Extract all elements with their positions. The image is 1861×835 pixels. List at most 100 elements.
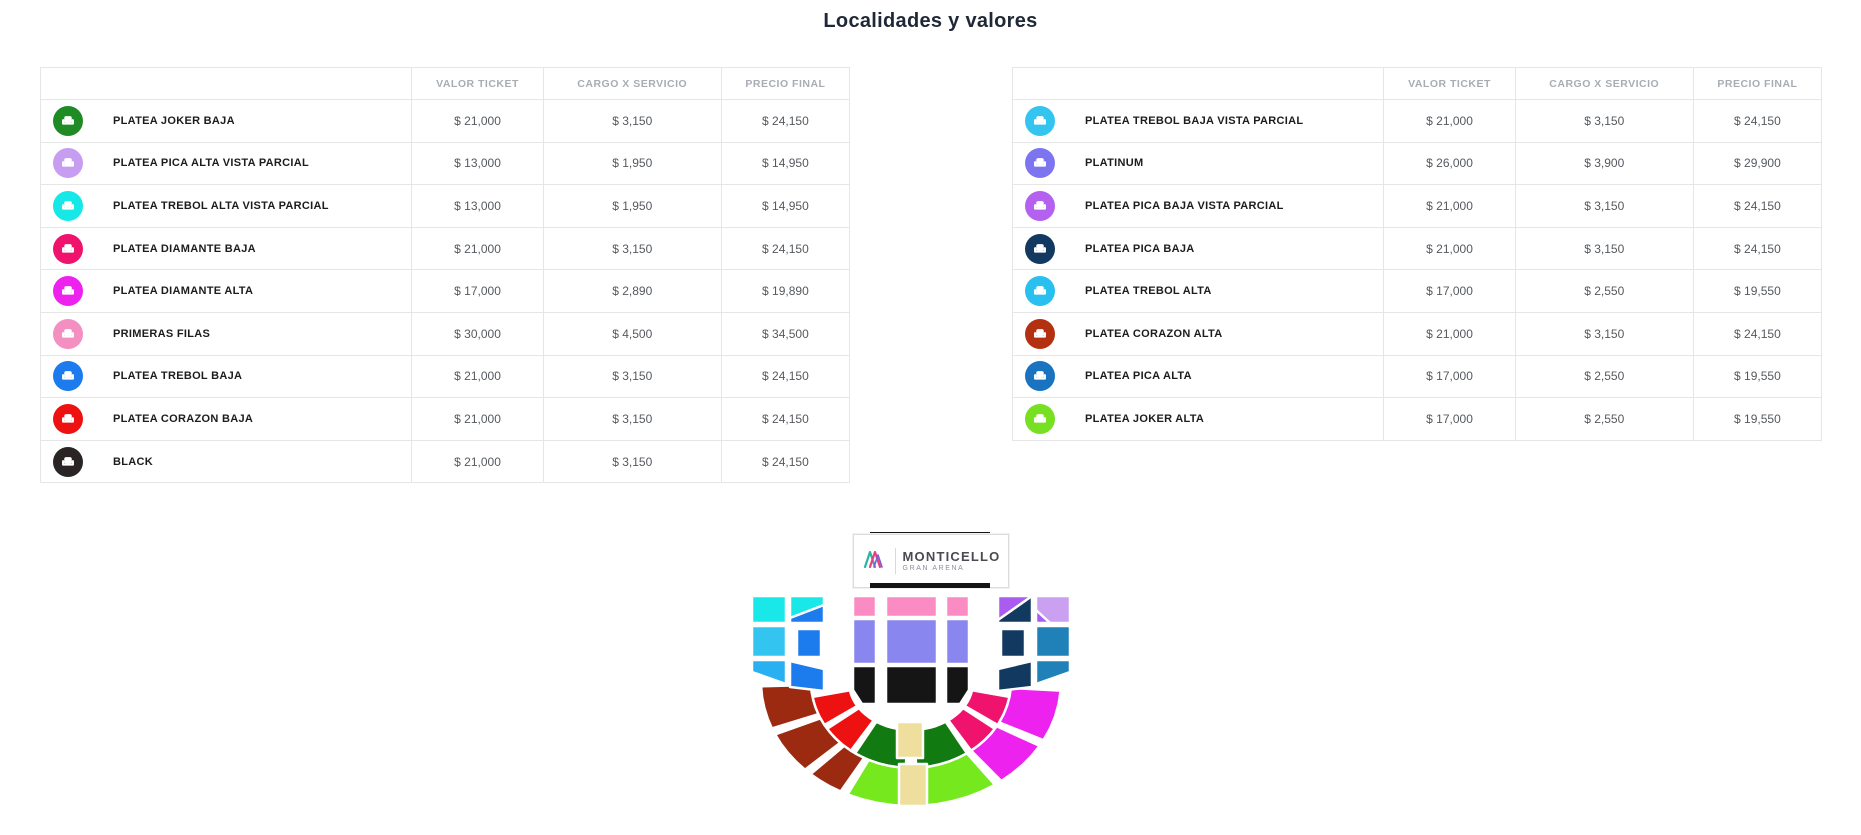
category-label: PLATEA TREBOL BAJA: [113, 370, 243, 383]
map-section-pica_alta: [1034, 624, 1072, 659]
category-cell: PLATEA PICA ALTA VISTA PARCIAL: [41, 142, 413, 185]
price-cell: $ 21,000: [412, 440, 544, 483]
price-cell: $ 1,950: [544, 185, 722, 227]
price-cell: $ 17,000: [1384, 355, 1516, 398]
price-cell: $ 21,000: [1384, 312, 1516, 355]
venue-logo-box: MONTICELLO GRAN ARENA: [853, 534, 1009, 588]
price-cell: $ 3,150: [1516, 227, 1694, 270]
price-value: $ 21,000: [454, 411, 501, 426]
price-cell: $ 17,000: [412, 270, 544, 312]
price-value: $ 17,000: [454, 284, 501, 299]
category-cell: PLATEA PICA BAJA VISTA PARCIAL: [1013, 185, 1385, 227]
price-cell: $ 21,000: [1384, 227, 1516, 270]
column-header-label: PRECIO FINAL: [1717, 77, 1798, 90]
column-header-label: CARGO X SERVICIO: [1549, 77, 1660, 90]
category-label: PLATEA TREBOL ALTA: [1085, 285, 1212, 298]
seat-icon: [53, 446, 83, 477]
price-cell: $ 24,150: [1694, 100, 1821, 142]
price-cell: $ 3,150: [544, 227, 722, 270]
price-cell: $ 4,500: [544, 312, 722, 355]
price-cell: $ 19,890: [722, 270, 849, 312]
price-value: $ 3,150: [1584, 326, 1625, 341]
price-cell: $ 3,150: [544, 398, 722, 440]
price-cell: $ 2,550: [1516, 398, 1694, 440]
map-section-pica_baja_vp: [996, 594, 1034, 622]
category-cell: BLACK: [41, 440, 413, 483]
map-section-primeras_filas: [944, 594, 971, 619]
price-value: $ 24,150: [1734, 198, 1781, 213]
price-value: $ 21,000: [1426, 113, 1473, 128]
map-section-black: [944, 664, 971, 706]
column-header: VALOR TICKET: [1384, 68, 1516, 99]
price-value: $ 3,150: [612, 113, 653, 128]
price-cell: $ 17,000: [1384, 398, 1516, 440]
price-value: $ 24,150: [762, 369, 809, 384]
seat-icon: [1025, 318, 1055, 349]
logo-divider: [894, 548, 896, 574]
map-section-black: [851, 664, 878, 706]
price-cell: $ 3,150: [544, 100, 722, 142]
map-section-primeras_filas: [851, 594, 878, 619]
seat-icon: [53, 361, 83, 392]
price-value: $ 1,950: [612, 198, 653, 213]
seat-icon: [1025, 361, 1055, 392]
price-cell: $ 24,150: [1694, 185, 1821, 227]
price-cell: $ 24,150: [722, 356, 849, 398]
category-label: PLATEA DIAMANTE ALTA: [113, 285, 254, 298]
category-cell: PLATEA TREBOL ALTA: [1013, 270, 1385, 312]
map-section-trebol_baja_vp: [750, 624, 788, 659]
map-section-trebol_baja: [788, 659, 826, 693]
price-value: $ 21,000: [1426, 198, 1473, 213]
seat-icon: [53, 403, 83, 434]
price-table-right: VALOR TICKET CARGO X SERVICIO PRECIO FINAL…: [1012, 67, 1822, 441]
category-cell: PLATEA DIAMANTE ALTA: [41, 270, 413, 312]
price-value: $ 1,950: [612, 156, 653, 171]
map-section-corazon_alta: [809, 744, 866, 793]
price-cell: $ 19,550: [1694, 356, 1821, 398]
price-cell: $ 3,900: [1516, 142, 1694, 185]
column-header: [41, 68, 413, 99]
category-cell: PLATEA JOKER BAJA: [41, 100, 413, 142]
map-section-pica_alta: [1034, 658, 1072, 686]
map-section-platinum: [944, 617, 971, 666]
price-cell: $ 13,000: [412, 142, 544, 185]
price-value: $ 3,150: [612, 241, 653, 256]
map-section-diamante_alta: [969, 725, 1041, 783]
price-value: $ 21,000: [454, 369, 501, 384]
table-header-row: VALOR TICKET CARGO X SERVICIO PRECIO FINAL: [1013, 68, 1821, 100]
map-section-aisle: [895, 720, 925, 760]
price-value: $ 24,150: [762, 454, 809, 469]
price-cell: $ 2,550: [1516, 270, 1694, 312]
price-cell: $ 24,150: [722, 441, 849, 483]
price-cell: $ 24,150: [1694, 228, 1821, 270]
price-value: $ 24,150: [762, 113, 809, 128]
price-cell: $ 19,550: [1694, 270, 1821, 312]
price-value: $ 19,550: [1734, 411, 1781, 426]
category-label: PLATEA DIAMANTE BAJA: [113, 242, 256, 255]
seat-icon: [53, 233, 83, 264]
category-cell: PLATEA JOKER ALTA: [1013, 398, 1385, 440]
price-cell: $ 24,150: [722, 398, 849, 440]
price-value: $ 3,150: [1584, 198, 1625, 213]
map-section-aisle: [897, 762, 929, 808]
map-section-platinum: [884, 617, 939, 666]
category-label: PLATEA JOKER BAJA: [113, 114, 235, 127]
price-cell: $ 24,150: [722, 100, 849, 142]
category-label: PLATEA PICA BAJA VISTA PARCIAL: [1085, 199, 1284, 212]
category-label: PLATEA PICA BAJA: [1085, 242, 1195, 255]
price-value: $ 24,150: [1734, 326, 1781, 341]
category-label: BLACK: [113, 455, 153, 468]
price-cell: $ 2,890: [544, 270, 722, 312]
price-value: $ 3,150: [612, 454, 653, 469]
table-row: PLATEA DIAMANTE BAJA $ 21,000 $ 3,150 $ 24,…: [41, 227, 849, 271]
price-cell: $ 1,950: [544, 142, 722, 185]
price-cell: $ 26,000: [1384, 142, 1516, 185]
category-cell: PLATEA TREBOL ALTA VISTA PARCIAL: [41, 185, 413, 227]
seat-icon: [53, 190, 83, 221]
price-cell: $ 19,550: [1694, 398, 1821, 440]
price-value: $ 14,950: [762, 156, 809, 171]
column-header-label: VALOR TICKET: [1408, 77, 1491, 90]
table-row: PLATEA PICA ALTA VISTA PARCIAL $ 13,000 $ …: [41, 142, 849, 186]
price-value: $ 3,150: [1584, 241, 1625, 256]
map-section-trebol_baja: [788, 603, 826, 625]
